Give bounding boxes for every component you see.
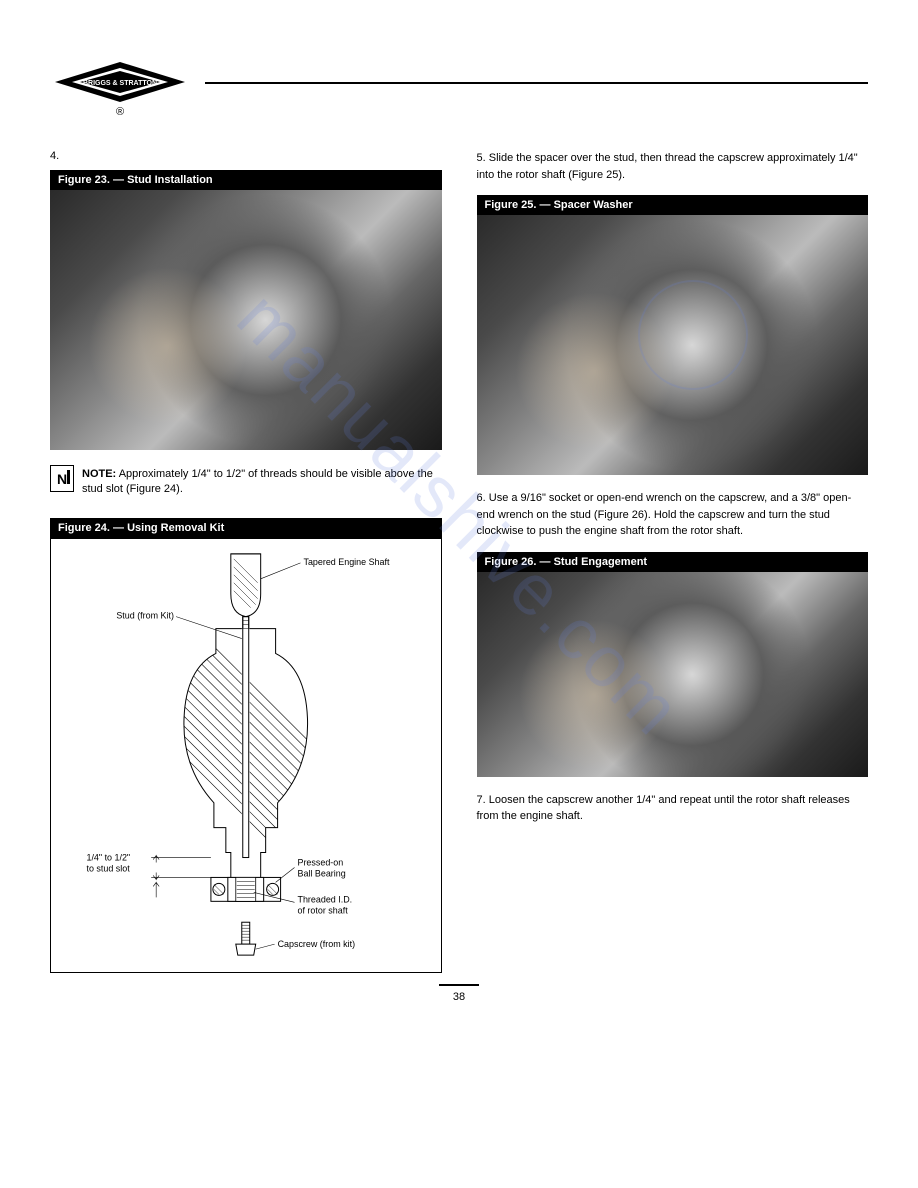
section-5-text: Slide the spacer over the stud, then thr… <box>477 152 858 181</box>
left-column: 4. Figure 23. — Stud Installation N NOTE… <box>50 150 442 988</box>
section-7: 7. Loosen the capscrew another 1/4" and … <box>477 792 869 825</box>
label-stud: Stud (from Kit) <box>116 610 174 620</box>
page-container: manualshive.com BRIGGS & STRATTON ® 4. F… <box>0 0 918 1028</box>
page-header: BRIGGS & STRATTON ® <box>50 60 868 120</box>
label-threaded-1: Threaded I.D. <box>298 894 353 904</box>
section-6-number: 6. <box>477 492 486 504</box>
figure-24-diagram: Tapered Engine Shaft Stud (from Kit) 1/4… <box>50 538 442 973</box>
section-5-number: 5. <box>477 152 486 164</box>
content-columns: 4. Figure 23. — Stud Installation N NOTE… <box>50 150 868 988</box>
figure-25-image <box>477 215 869 475</box>
label-bearing-1: Pressed-on <box>298 857 344 867</box>
note-icon: N <box>50 465 74 492</box>
section-5: 5. Slide the spacer over the stud, then … <box>477 150 869 183</box>
label-gap-1: 1/4" to 1/2" <box>86 852 130 862</box>
page-number: 38 <box>453 991 465 1003</box>
section-4-number: 4. <box>50 150 442 162</box>
note-label: NOTE: <box>82 468 116 480</box>
right-column: 5. Slide the spacer over the stud, then … <box>477 150 869 988</box>
figure-25-caption: Figure 25. — Spacer Washer <box>477 195 869 215</box>
label-capscrew: Capscrew (from kit) <box>278 939 355 949</box>
section-7-text: Loosen the capscrew another 1/4" and rep… <box>477 794 850 823</box>
figure-24: Figure 24. — Using Removal Kit <box>50 518 442 973</box>
briggs-stratton-logo: BRIGGS & STRATTON ® <box>50 60 190 120</box>
figure-24-caption: Figure 24. — Using Removal Kit <box>50 518 442 538</box>
figure-25: Figure 25. — Spacer Washer <box>477 195 869 475</box>
figure-23-caption: Figure 23. — Stud Installation <box>50 170 442 190</box>
note-body: Approximately 1/4" to 1/2" of threads sh… <box>82 468 433 495</box>
section-6: 6. Use a 9/16" socket or open-end wrench… <box>477 490 869 540</box>
header-rule <box>205 82 868 84</box>
section-7-number: 7. <box>477 794 486 806</box>
page-number-rule <box>439 984 479 986</box>
note-block: N NOTE: Approximately 1/4" to 1/2" of th… <box>50 465 442 498</box>
figure-23-image <box>50 190 442 450</box>
label-bearing-2: Ball Bearing <box>298 868 346 878</box>
logo-text: BRIGGS & STRATTON <box>83 80 157 87</box>
figure-26: Figure 26. — Stud Engagement <box>477 552 869 777</box>
label-tapered-shaft: Tapered Engine Shaft <box>303 557 389 567</box>
figure-26-image <box>477 572 869 777</box>
label-gap-2: to stud slot <box>86 863 130 873</box>
section-6-text: Use a 9/16" socket or open-end wrench on… <box>477 492 852 537</box>
note-text-block: NOTE: Approximately 1/4" to 1/2" of thre… <box>82 465 442 498</box>
figure-26-caption: Figure 26. — Stud Engagement <box>477 552 869 572</box>
registered-mark: ® <box>116 106 124 118</box>
label-threaded-2: of rotor shaft <box>298 905 349 915</box>
figure-23: Figure 23. — Stud Installation <box>50 170 442 450</box>
